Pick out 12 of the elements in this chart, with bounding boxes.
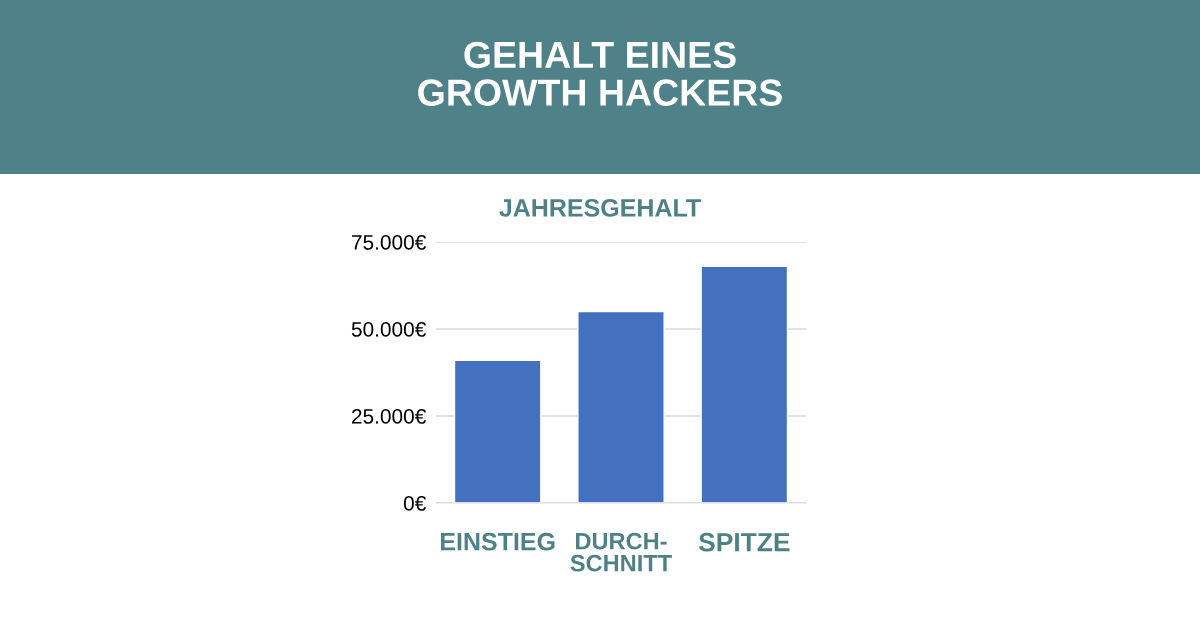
bar <box>577 310 665 503</box>
y-tick-label: 25.000€ <box>352 409 426 424</box>
chart-title: GEHALT EINES GROWTH HACKERS <box>418 41 782 106</box>
y-axis-title: JAHRESGEHALT <box>499 199 701 217</box>
bar <box>700 265 789 503</box>
x-tick-label: DURCH- SCHNITT <box>570 532 672 572</box>
x-tick-label: SPITZE <box>698 532 790 552</box>
x-tick-label: EINSTIEG <box>440 532 555 551</box>
y-tick-label: 50.000€ <box>351 322 426 337</box>
bar <box>453 359 542 503</box>
y-tick-label: 75.000€ <box>352 235 426 250</box>
y-tick-label: 0€ <box>403 496 426 511</box>
